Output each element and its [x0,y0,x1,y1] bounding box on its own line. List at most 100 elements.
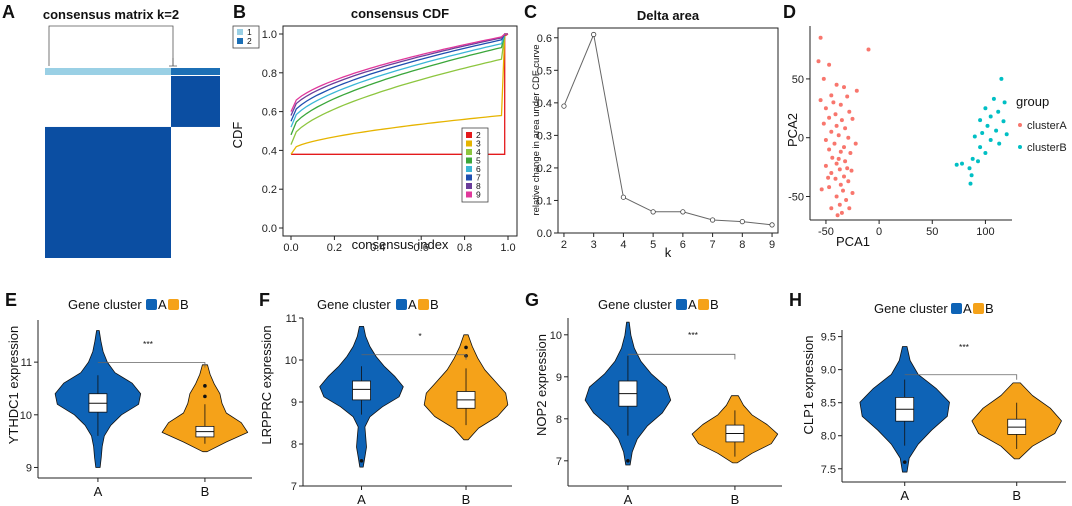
x-tick-label: 9 [769,239,775,251]
legend-swatch-A [146,299,157,310]
clusterA-point [842,174,846,179]
clusterA-point [818,98,823,103]
panel-b-title: consensus CDF [351,6,449,21]
dendrogram-branch [48,25,174,66]
panel-d-letter: D [783,2,796,22]
series-legend-label: 4 [476,147,481,157]
clusterB-point [1002,100,1007,105]
clusterA-point [850,191,855,195]
y-tick-label: 0.1 [537,195,552,207]
panel-h-legend-title: Gene cluster [874,301,948,316]
y-tick-label: 8 [291,439,297,451]
x-tick-label: A [94,484,103,499]
series-legend-label: 2 [476,130,481,140]
clusterA-point [829,129,834,134]
clusterB-point [985,123,990,128]
y-tick-label: 7.5 [821,464,836,476]
panel-a: A consensus matrix k=2 [2,2,220,259]
delta-area-point [591,31,597,38]
box-outlier-A [902,460,907,464]
legend-label-B: B [180,297,189,312]
clusterA-point [845,166,850,171]
legend-swatch-clusterB [1018,145,1022,149]
clusterB-point [968,181,973,186]
clusterA-point [836,133,841,138]
panel-g-significance: *** [688,330,699,340]
clusterB-point [988,138,993,142]
y-tick-label: 0.5 [537,65,552,77]
legend-label-A: A [963,301,972,316]
x-tick-label: 0.4 [370,242,385,254]
panel-h-ylabel: CLP1 expression [801,336,816,435]
clp1-violin-plot: 7.58.08.59.09.5A BA B [821,301,1066,503]
significance-bracket [361,354,467,360]
clusterA-point [823,163,828,168]
panel-c-xlabel: k [665,245,672,260]
legend-swatch-A [676,299,687,310]
clusterB-point [960,161,964,166]
clusterA-point [829,93,834,98]
clusterB-point [994,128,999,133]
panel-g: G NOP2 expression Gene cluster *** 7 8 9 10… [525,290,782,506]
delta-area-point [709,217,716,223]
y-tick-label: 11 [21,357,32,369]
dendrogram-branch [169,58,177,67]
clusterA-point [826,175,831,180]
x-tick-label: 100 [976,226,994,238]
cdf-line-k4 [290,33,508,145]
cluster-legend-swatch [237,29,243,35]
y-tick-label: 9.5 [821,332,836,344]
legend-swatch-clusterA [1018,123,1022,127]
clusterB-point [954,162,959,167]
clusterA-point [842,85,846,90]
y-tick-label: 1.0 [262,29,277,41]
panel-f-letter: F [259,290,270,310]
delta-area-point [561,103,567,109]
cluster-legend-label: 1 [247,27,252,37]
clusterA-point [846,179,851,184]
cdf-plot: 0.00.20.40.60.81.00.0 0.2 0.4 0.6 0.8 1.02345… [232,25,518,254]
clusterA-point [827,115,832,120]
box-outlier-A [626,459,630,463]
clusterB-point [996,109,1001,114]
panel-e-legend-title: Gene cluster [68,297,142,312]
panel-f-significance: * [418,331,422,341]
panel-g-letter: G [525,290,539,310]
consensus-matrix [45,25,220,259]
y-tick-label: 50 [792,74,804,86]
clusterA-point [827,62,832,67]
cdf-line-k8 [290,33,508,116]
legend-swatch-B [168,299,179,310]
clusterA-point [842,145,846,150]
delta-area-point [680,209,686,215]
clusterA-point [837,202,842,207]
x-tick-label: 0 [876,226,882,238]
clusterA-point [829,206,834,211]
significance-bracket [97,362,206,368]
panel-c: C Delta area k relative change in area u… [524,2,779,260]
clusterA-point [823,106,828,111]
series-legend-swatch [466,132,472,138]
clusterB-point [983,106,988,111]
series-legend-swatch [466,183,472,189]
box-iqr-A [352,380,371,401]
clusterA-point [853,141,858,146]
clusterA-point [834,194,839,199]
clusterA-point [819,187,824,192]
x-tick-label: A [900,488,909,503]
clusterA-point [850,116,855,121]
legend-swatch-B [418,299,429,310]
clusterB-point [976,159,980,164]
clusterA-point [830,155,835,160]
box-outlier-B [464,345,468,350]
clusterA-point [848,151,853,155]
consensus-block-2 [171,76,220,127]
plot-frame [557,27,779,234]
series-legend-label: 9 [476,190,481,200]
y-tick-label: 8.5 [821,398,836,410]
x-tick-label: 0.8 [457,242,472,254]
